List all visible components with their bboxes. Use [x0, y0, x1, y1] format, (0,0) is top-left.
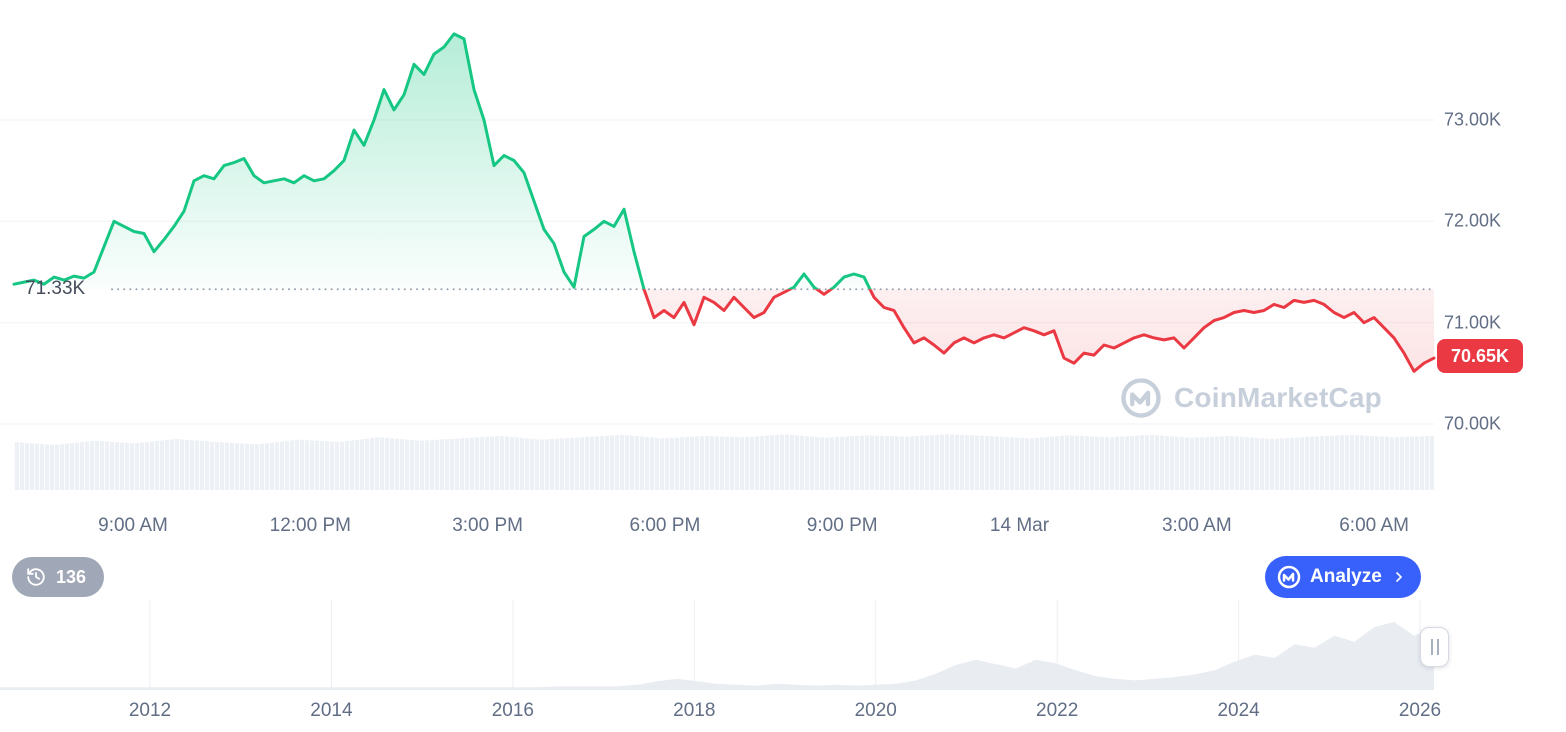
brush-year-label: 2022: [1036, 700, 1079, 721]
brush-year-label: 2014: [310, 700, 353, 721]
y-axis-label: 72.00K: [1444, 210, 1502, 231]
x-axis-label: 3:00 AM: [1161, 515, 1232, 536]
volume-area: [14, 434, 1434, 490]
brush-year-label: 2018: [673, 700, 716, 721]
brush-chart-svg[interactable]: [0, 600, 1566, 690]
brush-year-label: 2026: [1398, 700, 1442, 721]
analyze-button[interactable]: Analyze: [1265, 556, 1421, 598]
brush-year-label: 2016: [491, 700, 534, 721]
watermark-text: CoinMarketCap: [1174, 382, 1382, 413]
chevron-right-icon: [1395, 572, 1402, 582]
brush-year-label: 2024: [1217, 700, 1260, 721]
price-line-down: [642, 289, 1436, 373]
x-axis-label: 3:00 PM: [452, 515, 523, 536]
y-axis-label: 71.00K: [1444, 312, 1502, 333]
coinmarketcap-logo-icon: [1121, 378, 1161, 418]
analyze-label: Analyze: [1310, 566, 1382, 587]
brush-year-label: 2020: [854, 700, 897, 721]
y-axis-label: 70.00K: [1444, 413, 1502, 434]
x-axis-label: 6:00 AM: [1339, 515, 1409, 536]
price-line-up: [12, 32, 872, 290]
brush-area: [0, 621, 1434, 690]
brush-resize-handle[interactable]: [1420, 627, 1449, 667]
brush-year-label: 2012: [128, 700, 172, 721]
price-chart-svg[interactable]: [0, 0, 1566, 500]
price-area-down: [644, 289, 1434, 372]
x-axis-label: 9:00 PM: [806, 515, 878, 536]
history-icon: [27, 568, 45, 586]
coinmarketcap-watermark: CoinMarketCap: [1120, 377, 1382, 419]
history-count-badge[interactable]: 136: [12, 557, 105, 597]
y-axis-label: 73.00K: [1444, 109, 1502, 130]
x-axis-label: 14 Mar: [989, 515, 1050, 536]
x-axis-label: 6:00 PM: [629, 515, 701, 536]
baseline-price-label: 71.33K: [25, 278, 86, 299]
coinmarketcap-logo-icon: [1277, 565, 1301, 589]
x-axis-label: 12:00 PM: [269, 515, 351, 536]
price-area-up: [14, 33, 1434, 290]
history-count-label: 136: [56, 566, 87, 587]
last-price-badge: 70.65K: [1437, 339, 1524, 373]
x-axis-label: 9:00 AM: [98, 515, 168, 536]
